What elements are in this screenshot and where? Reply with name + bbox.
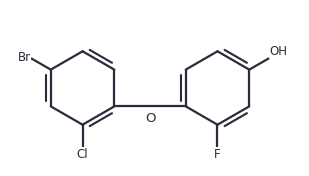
Text: F: F — [214, 147, 221, 161]
Text: Cl: Cl — [77, 147, 88, 161]
Text: Br: Br — [18, 51, 31, 64]
Text: O: O — [145, 112, 155, 125]
Text: OH: OH — [269, 45, 287, 58]
